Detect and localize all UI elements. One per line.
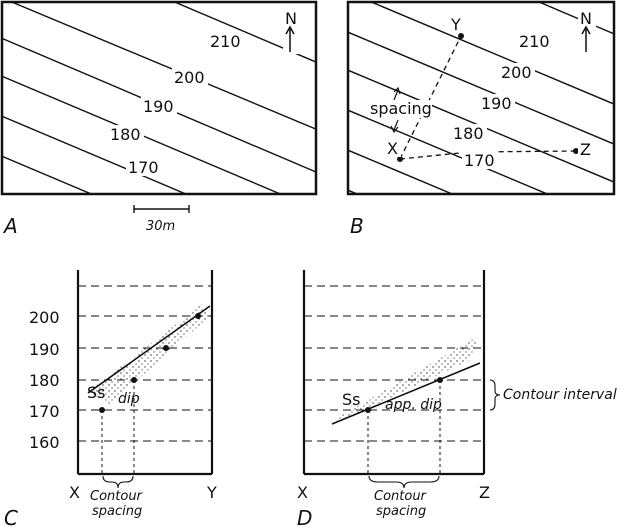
contour-label: 210 [210,32,241,51]
contour-label: 210 [519,32,550,51]
contour-label: 200 [501,63,532,82]
spacing-brace [368,475,440,489]
contour-lines [2,2,316,194]
contour-line [2,155,94,194]
spacing-indicator: spacing [368,86,432,134]
elevation-label: 190 [29,340,60,359]
panel-d-section: Ss app. dip Contour interval X Z Contour… [297,270,617,529]
spacing-label: Contour [90,489,144,504]
section-end-right: Y [206,483,217,502]
map-frame [346,0,616,196]
point-y: Y [449,15,465,39]
contour-label: 170 [464,151,495,170]
contour-point [195,313,201,319]
contour-line [348,189,359,194]
dip-label: app. dip [385,397,442,413]
contour-line [348,69,614,183]
rock-label: Ss [87,383,106,402]
north-arrow-icon: N [578,8,596,54]
elevation-lines [304,285,484,442]
elevation-label: 180 [29,371,60,390]
app-dip-line [331,362,481,425]
spacing-label: spacing [370,99,432,118]
y-axis-labels: 200 190 180 170 160 [29,308,60,452]
scale-label: 30m [146,219,175,234]
contour-line [348,149,454,194]
interval-label: Contour interval [503,387,617,403]
elevation-label: 200 [29,308,60,327]
elevation-label: 170 [29,402,60,421]
section-lines [399,35,577,160]
contour-point [163,345,169,351]
sandstone-bed [330,336,478,422]
elevation-label: 160 [29,433,60,452]
contour-label: 170 [128,158,159,177]
section-end-left: X [69,483,80,502]
spacing-label: spacing [376,504,426,519]
contour-line [9,2,316,130]
svg-text:N: N [285,9,297,28]
projection-lines [101,380,135,474]
contour-line [172,2,316,63]
rock-label: Ss [342,390,361,409]
spacing-label: Contour [374,489,428,504]
north-arrow-icon: N [283,8,301,54]
contour-label: 180 [110,125,141,144]
panel-label: A [2,214,18,238]
dip-label: dip [118,391,140,407]
contour-label: 190 [143,97,174,116]
section-line-xy [399,35,462,160]
panel-a-map: 210 200 190 180 170 N 30m A [0,0,318,238]
contour-label: 180 [453,124,484,143]
contour-line [369,2,614,105]
point-z: Z [573,140,594,159]
contour-labels: 210 200 190 180 170 [108,32,244,177]
contour-line [2,75,283,194]
panel-label: D [297,506,312,529]
svg-text:Z: Z [580,140,591,159]
panel-label: C [4,506,18,529]
scale-bar: 30m [133,205,190,234]
interval-brace [489,379,501,411]
spacing-label: spacing [92,504,142,519]
point-x: X [385,139,403,162]
panel-b-map: 210 200 190 180 170 N spacing [346,0,616,238]
svg-text:Y: Y [450,15,461,34]
section-end-left: X [297,483,308,502]
contour-label: 200 [174,68,205,87]
contour-line [348,31,614,145]
contour-labels: 210 200 190 180 170 [451,32,553,170]
projection-lines [367,380,441,474]
panel-c-section: 200 190 180 170 160 Ss dip X Y Contour s… [4,270,217,529]
map-frame [0,0,318,196]
svg-text:N: N [580,9,592,28]
svg-text:X: X [387,139,398,158]
dip-line [87,305,211,394]
section-end-right: Z [479,483,490,502]
contour-label: 190 [481,94,512,113]
contour-line [2,37,316,173]
spacing-brace [102,475,134,489]
sandstone-bed [88,304,210,404]
panel-label: B [350,214,364,238]
